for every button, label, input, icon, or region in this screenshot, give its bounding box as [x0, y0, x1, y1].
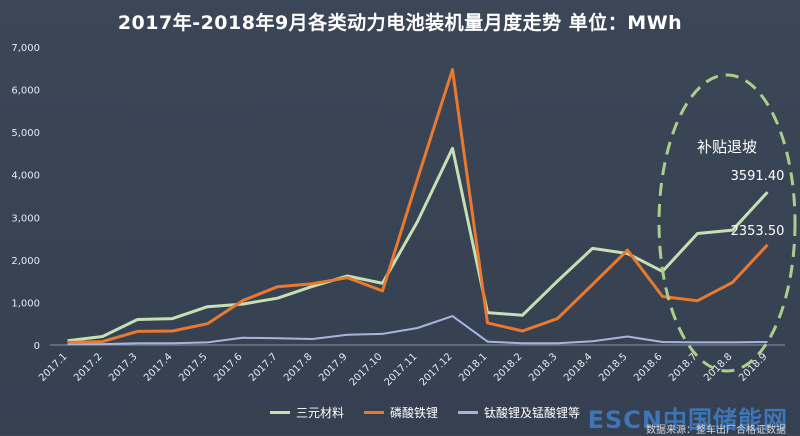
y-tick-label: 2,000 [11, 256, 40, 267]
data-label: 3591.40 [731, 169, 785, 184]
legend-swatch-lfp [364, 411, 385, 414]
legend-item-ternary: 三元材料 [270, 404, 344, 421]
x-tick-label: 2018.4 [562, 351, 595, 384]
legend-label-lto: 钛酸锂及锰酸锂等 [484, 406, 581, 420]
x-tick-label: 2017.8 [282, 351, 315, 384]
data-source: 数据来源：整车出厂合格证数据 [646, 425, 786, 436]
annotation-ellipse [657, 73, 797, 373]
x-tick-label: 2017.6 [212, 351, 245, 384]
y-tick-label: 5,000 [11, 128, 40, 139]
x-tick-label: 2018.7 [667, 351, 700, 384]
legend: 三元材料 磷酸铁锂 钛酸锂及锰酸锂等 [270, 404, 580, 421]
x-tick-label: 2017.5 [177, 351, 210, 384]
data-label: 2353.50 [731, 224, 785, 239]
x-tick-label: 2018.5 [597, 351, 630, 384]
x-tick-label: 2017.12 [418, 351, 455, 388]
y-tick-label: 7,000 [11, 43, 40, 54]
series-line [67, 315, 768, 346]
x-tick-label: 2018.1 [457, 351, 490, 384]
x-tick-label: 2017.9 [317, 351, 350, 384]
y-tick-label: 4,000 [11, 171, 40, 182]
x-tick-label: 2018.2 [492, 351, 525, 384]
legend-label-lfp: 磷酸铁锂 [390, 406, 439, 420]
x-tick-label: 2018.3 [527, 351, 560, 384]
legend-swatch-lto [458, 411, 479, 414]
series-line [67, 146, 769, 343]
x-tick-label: 2017.1 [37, 351, 70, 384]
chart-title: 2017年-2018年9月各类动力电池装机量月度走势 单位：MWh [117, 12, 683, 34]
x-tick-label: 2017.4 [142, 351, 175, 384]
legend-swatch-ternary [270, 411, 290, 414]
x-tick-label: 2017.7 [247, 351, 280, 384]
annotation-label: 补贴退坡 [697, 138, 757, 156]
legend-item-lfp: 磷酸铁锂 [364, 404, 438, 421]
y-tick-label: 0 [34, 341, 40, 352]
y-tick-label: 1,000 [11, 298, 40, 309]
legend-label-ternary: 三元材料 [296, 406, 345, 420]
x-tick-label: 2017.10 [348, 351, 385, 388]
x-tick-label: 2017.11 [383, 351, 420, 388]
x-tick-label: 2017.2 [72, 351, 105, 384]
x-tick-label: 2018.8 [702, 351, 735, 384]
x-tick-label: 2017.3 [107, 351, 140, 384]
series-line [67, 68, 769, 344]
y-tick-label: 3,000 [11, 213, 40, 224]
x-tick-label: 2018.6 [632, 351, 665, 384]
legend-item-lto: 钛酸锂及锰酸锂等 [458, 404, 580, 421]
watermark-logo: ESCN中国储能网 [587, 406, 788, 434]
y-tick-label: 6,000 [11, 86, 40, 97]
